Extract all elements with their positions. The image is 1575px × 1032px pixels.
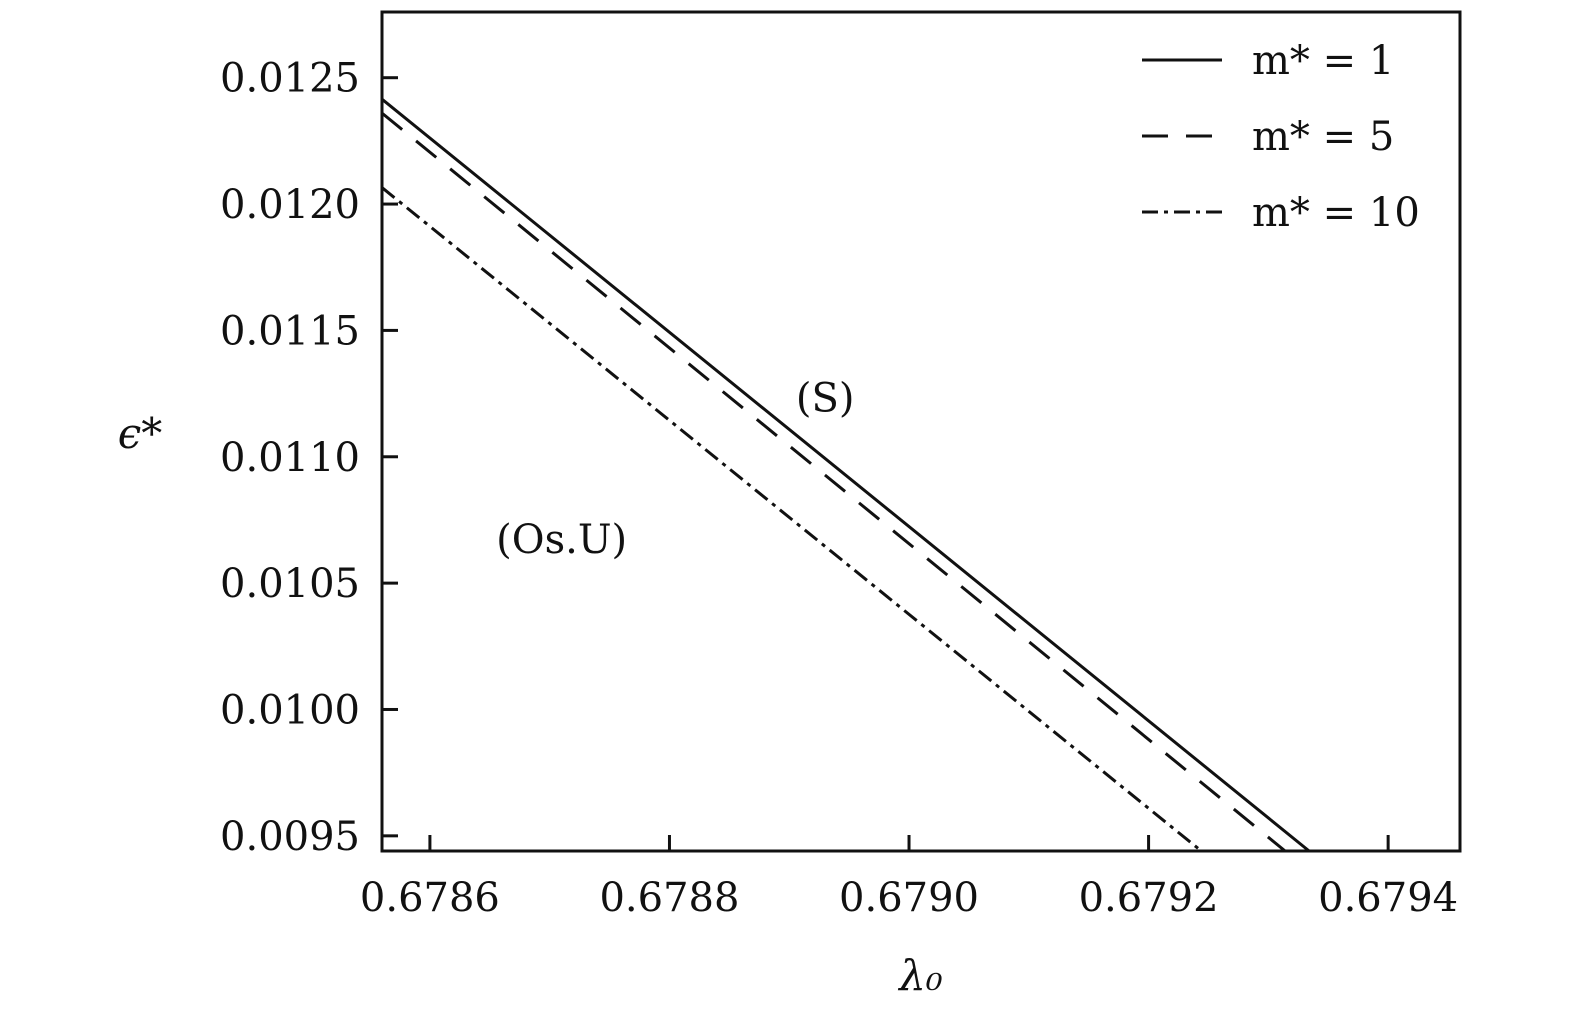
region-annotation-2: (Os.U): [496, 517, 627, 563]
x-tick-label: 0.6786: [360, 875, 500, 921]
legend: m* = 1 m* = 5 m* = 10: [1142, 38, 1420, 236]
series-layer: [381, 98, 1311, 853]
legend-label-1: m* = 1: [1252, 38, 1394, 84]
legend-label-3: m* = 10: [1252, 190, 1420, 236]
x-tick-label: 0.6792: [1079, 875, 1219, 921]
x-tick-label: 0.6788: [599, 875, 739, 921]
legend-label-2: m* = 5: [1252, 114, 1394, 160]
x-tick-label: 0.6790: [839, 875, 979, 921]
y-tick-label: 0.0110: [220, 435, 360, 481]
y-tick-label: 0.0120: [220, 182, 360, 228]
plot-frame: [380, 10, 1462, 853]
y-tick-label: 0.0105: [220, 561, 360, 607]
region-annotation-1: (S): [796, 375, 855, 421]
y-axis-label: ϵ*: [118, 409, 163, 458]
series-line-1: [381, 98, 1311, 853]
ticks-layer: 0.6786 0.6788 0.6790 0.6792 0.6794 0.0095 0.01…: [220, 56, 1458, 921]
x-axis-label: λ₀: [897, 951, 943, 1000]
series-line-2: [381, 111, 1287, 853]
y-tick-label: 0.0095: [220, 814, 360, 860]
y-tick-label: 0.0100: [220, 687, 360, 733]
y-tick-label: 0.0125: [220, 56, 360, 102]
annotations: (S) (Os.U): [496, 375, 854, 563]
y-tick-label: 0.0115: [220, 308, 360, 354]
series-line-3: [381, 186, 1203, 853]
labels-layer: λ₀ ϵ*: [118, 409, 943, 1000]
x-tick-label: 0.6794: [1318, 875, 1458, 921]
